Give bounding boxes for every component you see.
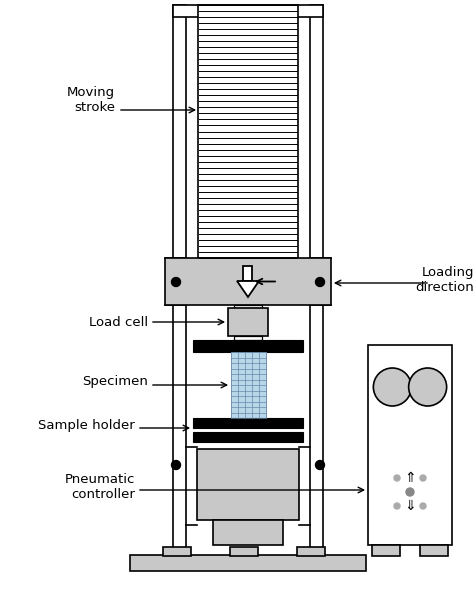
Text: ⇑: ⇑: [404, 471, 416, 485]
Text: Pneumatic
controller: Pneumatic controller: [64, 473, 135, 501]
Circle shape: [394, 475, 400, 481]
Bar: [372, 545, 400, 556]
Bar: [165, 258, 331, 305]
Bar: [173, 5, 186, 555]
Bar: [213, 520, 283, 545]
Circle shape: [374, 368, 411, 406]
Bar: [234, 336, 262, 340]
Bar: [234, 305, 262, 308]
Bar: [193, 418, 303, 428]
Bar: [197, 449, 299, 520]
Bar: [163, 547, 191, 556]
Circle shape: [409, 368, 447, 406]
Polygon shape: [237, 281, 259, 297]
Bar: [198, 5, 298, 258]
Bar: [310, 5, 323, 555]
Text: Sample holder: Sample holder: [38, 419, 135, 431]
Bar: [244, 266, 253, 281]
Circle shape: [406, 488, 414, 496]
Bar: [231, 352, 266, 418]
Text: Load cell: Load cell: [89, 316, 148, 328]
Circle shape: [316, 461, 325, 470]
Bar: [130, 555, 366, 571]
Bar: [420, 545, 448, 556]
Bar: [193, 340, 303, 352]
Circle shape: [420, 503, 426, 509]
Text: Specimen: Specimen: [82, 376, 148, 388]
Bar: [173, 5, 323, 17]
Bar: [230, 547, 258, 556]
Bar: [297, 547, 325, 556]
Circle shape: [316, 278, 325, 287]
Circle shape: [172, 278, 181, 287]
Bar: [368, 345, 452, 545]
Text: ⇓: ⇓: [404, 499, 416, 513]
Text: Moving
stroke: Moving stroke: [67, 86, 115, 114]
Circle shape: [172, 461, 181, 470]
Text: Loading
direction: Loading direction: [415, 266, 474, 294]
Bar: [193, 432, 303, 442]
Bar: [228, 308, 268, 336]
Circle shape: [420, 475, 426, 481]
Circle shape: [394, 503, 400, 509]
